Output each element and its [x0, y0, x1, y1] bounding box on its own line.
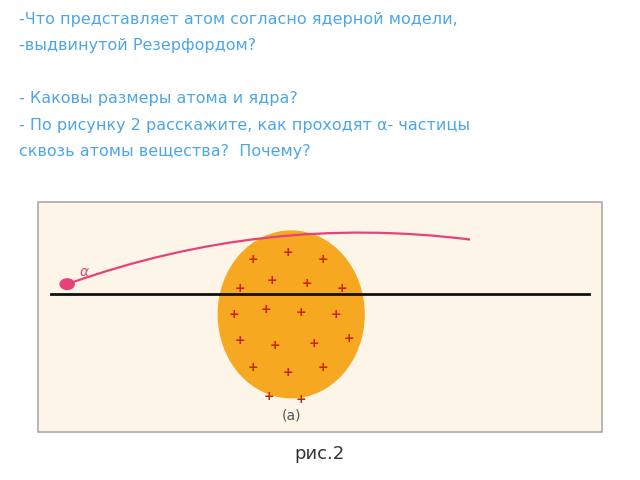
Text: +: +: [318, 252, 328, 266]
Text: +: +: [308, 336, 319, 350]
Text: +: +: [283, 365, 293, 379]
Text: +: +: [235, 281, 245, 295]
Text: - Каковы размеры атома и ядра?: - Каковы размеры атома и ядра?: [19, 91, 298, 106]
FancyArrowPatch shape: [70, 233, 469, 283]
FancyBboxPatch shape: [38, 202, 602, 432]
Text: +: +: [302, 276, 312, 290]
Text: +: +: [248, 252, 258, 266]
Text: +: +: [267, 274, 277, 288]
Text: +: +: [228, 308, 239, 321]
Text: +: +: [296, 305, 306, 319]
Ellipse shape: [218, 230, 365, 398]
Text: сквозь атомы вещества?  Почему?: сквозь атомы вещества? Почему?: [19, 144, 311, 159]
Text: -Что представляет атом согласно ядерной модели,: -Что представляет атом согласно ядерной …: [19, 12, 458, 27]
Text: (а): (а): [282, 408, 301, 422]
Text: +: +: [264, 389, 274, 403]
Text: +: +: [235, 334, 245, 348]
Text: +: +: [344, 332, 354, 345]
Text: -выдвинутой Резерфордом?: -выдвинутой Резерфордом?: [19, 38, 257, 53]
Text: рис.2: рис.2: [295, 444, 345, 463]
Text: +: +: [248, 360, 258, 374]
Text: +: +: [337, 281, 348, 295]
Text: +: +: [283, 245, 293, 259]
Text: +: +: [260, 303, 271, 316]
Text: +: +: [270, 339, 280, 352]
Circle shape: [60, 279, 74, 289]
Text: +: +: [318, 360, 328, 374]
Text: α: α: [80, 265, 89, 279]
Text: +: +: [331, 308, 341, 321]
Text: +: +: [296, 393, 306, 406]
Text: - По рисунку 2 расскажите, как проходят α- частицы: - По рисунку 2 расскажите, как проходят …: [19, 118, 470, 132]
